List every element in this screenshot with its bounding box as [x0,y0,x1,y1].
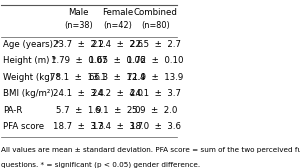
Text: 24.2  ±  4.0: 24.2 ± 4.0 [92,89,143,98]
Text: All values are mean ± standard deviation. PFA score = sum of the two perceived f: All values are mean ± standard deviation… [2,147,300,153]
Text: (n=38): (n=38) [64,21,93,30]
Text: 18.0  ±  3.6: 18.0 ± 3.6 [130,122,181,131]
Text: PFA score: PFA score [3,122,44,131]
Text: Weight (kg) *: Weight (kg) * [3,73,60,82]
Text: 24.1  ±  3.7: 24.1 ± 3.7 [130,89,181,98]
Text: 1.79  ±  0.07: 1.79 ± 0.07 [50,56,107,65]
Text: 22.5  ±  2.7: 22.5 ± 2.7 [130,40,181,49]
Text: 5.9  ±  2.0: 5.9 ± 2.0 [133,106,178,115]
Text: Height (m) *: Height (m) * [3,56,56,65]
Text: 21.4  ±  2.6: 21.4 ± 2.6 [92,40,143,49]
Text: Age (years) *: Age (years) * [3,40,60,49]
Text: 5.7  ±  1.9: 5.7 ± 1.9 [56,106,101,115]
Text: 1.72  ±  0.10: 1.72 ± 0.10 [127,56,183,65]
Text: 6.1  ±  2.0: 6.1 ± 2.0 [94,106,140,115]
Text: 71.9  ±  13.9: 71.9 ± 13.9 [127,73,183,82]
Text: Combined: Combined [133,8,177,17]
Text: 78.1  ±  13.1: 78.1 ± 13.1 [50,73,107,82]
Text: (n=80): (n=80) [141,21,169,30]
Text: Female: Female [102,8,133,17]
Text: 18.7  ±  3.3: 18.7 ± 3.3 [53,122,104,131]
Text: 17.4  ±  3.7: 17.4 ± 3.7 [92,122,143,131]
Text: BMI (kg/m²): BMI (kg/m²) [3,89,54,98]
Text: PA-R: PA-R [3,106,22,115]
Text: 24.1  ±  3.4: 24.1 ± 3.4 [53,89,104,98]
Text: 66.3  ±  12.4: 66.3 ± 12.4 [89,73,146,82]
Text: 23.7  ±  2.2: 23.7 ± 2.2 [53,40,104,49]
Text: 1.65  ±  0.06: 1.65 ± 0.06 [89,56,146,65]
Text: Male: Male [68,8,89,17]
Text: (n=42): (n=42) [103,21,132,30]
Text: questions. * = significant (p < 0.05) gender difference.: questions. * = significant (p < 0.05) ge… [2,161,200,168]
